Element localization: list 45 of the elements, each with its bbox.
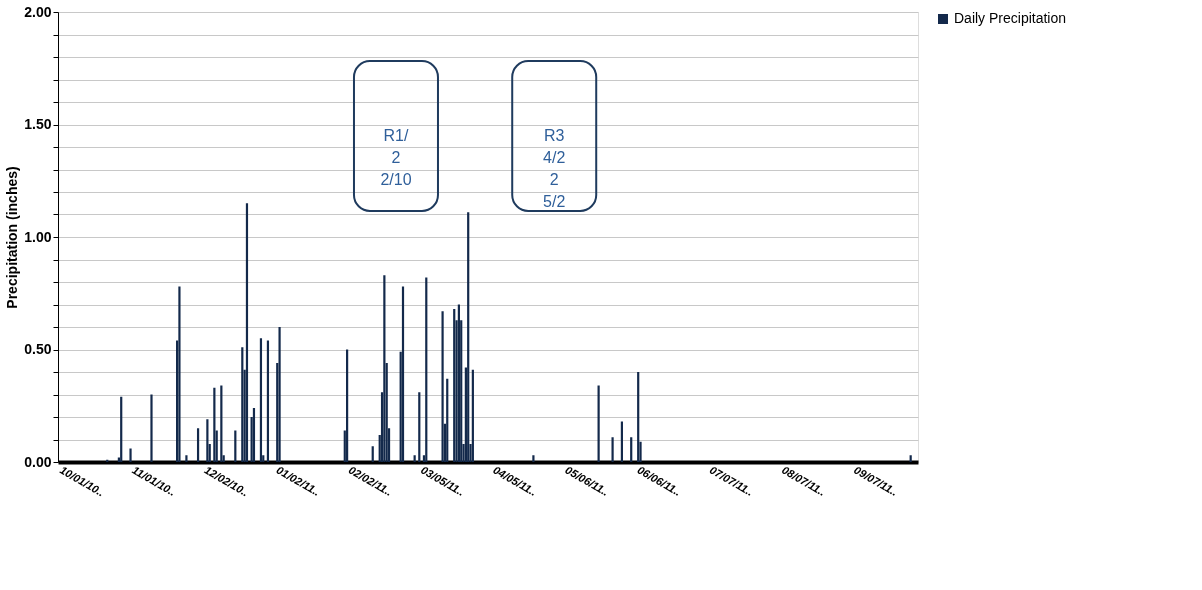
bar: [413, 455, 416, 462]
bar: [637, 372, 640, 462]
bar: [278, 327, 281, 462]
bar: [234, 430, 237, 462]
bar: [453, 309, 456, 462]
bar: [597, 385, 600, 462]
bar: [150, 394, 153, 462]
annotation: R1/ 2 2/10: [380, 127, 412, 188]
bar: [909, 455, 912, 462]
bar: [532, 455, 535, 462]
bar: [178, 286, 181, 462]
bar: [467, 212, 470, 462]
bar: [620, 421, 623, 462]
bar: [245, 203, 249, 462]
bar: [213, 387, 216, 462]
y-tick-label: 0.00: [24, 453, 52, 470]
y-tick-label: 1.50: [24, 116, 52, 132]
bar: [185, 455, 188, 462]
y-tick-label: 0.50: [24, 341, 52, 357]
annotation: R3 4/2 2 5/2: [543, 127, 566, 210]
bar: [129, 448, 132, 462]
bar: [611, 437, 614, 462]
bar: [383, 275, 386, 462]
bar: [446, 378, 449, 462]
bar: [371, 446, 374, 462]
bar: [259, 338, 263, 462]
bar: [630, 437, 633, 462]
y-axis-title: Precipitation (inches): [4, 166, 21, 309]
bar: [252, 408, 256, 462]
y-tick-label: 2.00: [24, 3, 52, 20]
bar: [196, 428, 200, 462]
bar: [401, 286, 405, 462]
bar: [346, 349, 349, 462]
bar: [471, 369, 474, 462]
bar: [120, 396, 123, 462]
legend-label: Daily Precipitation: [954, 10, 1067, 26]
bar: [266, 340, 270, 462]
y-tick-label: 1.00: [24, 228, 52, 245]
bar: [441, 311, 444, 462]
bar: [418, 392, 421, 462]
bar: [220, 385, 223, 462]
bar: [425, 277, 428, 462]
bar: [241, 347, 244, 462]
bar: [457, 304, 460, 462]
bar: [206, 419, 209, 462]
